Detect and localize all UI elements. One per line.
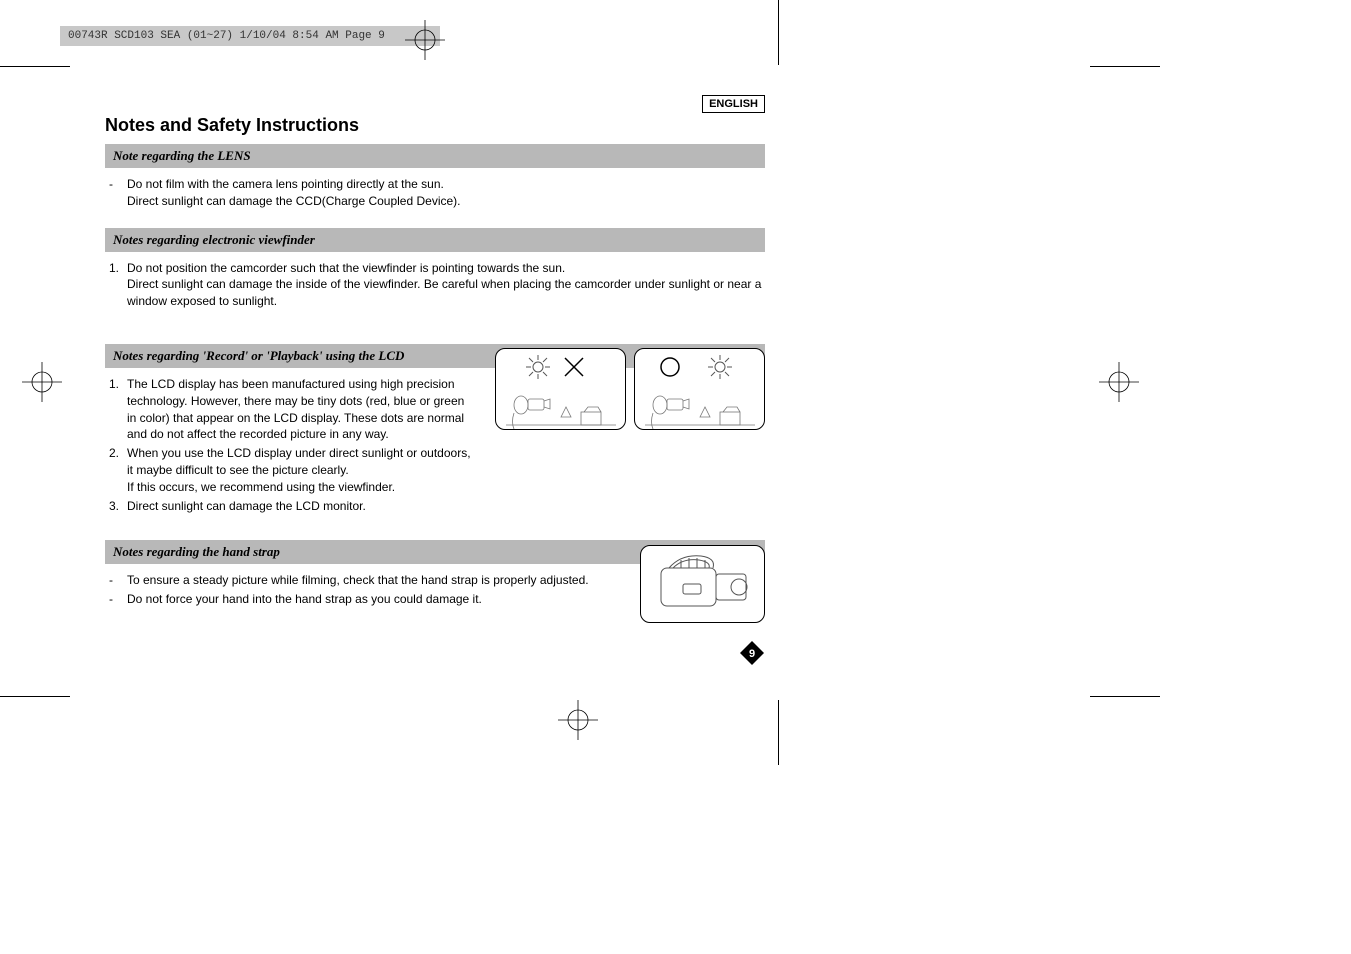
list-marker: 1. <box>109 260 127 310</box>
list-marker: - <box>109 176 127 210</box>
page-number-badge: 9 <box>739 640 765 666</box>
list-marker: 2. <box>109 445 127 495</box>
registration-mark-left <box>22 362 62 407</box>
job-info-text: 00743R SCD103 SEA (01~27) 1/10/04 8:54 A… <box>68 30 385 42</box>
list-text: When you use the LCD display under direc… <box>127 445 475 495</box>
list-text: Do not position the camcorder such that … <box>127 260 765 310</box>
illustration-hand-strap <box>640 545 765 623</box>
section-body-lens: - Do not film with the camera lens point… <box>105 176 765 210</box>
trim-line <box>1090 696 1160 697</box>
page-title: Notes and Safety Instructions <box>105 115 765 136</box>
section-header-viewfinder: Notes regarding electronic viewfinder <box>105 228 765 252</box>
page-content: ENGLISH Notes and Safety Instructions No… <box>105 95 765 626</box>
illustration-correct <box>634 348 765 430</box>
registration-mark-top <box>405 20 445 65</box>
trim-line <box>778 700 779 765</box>
trim-line <box>0 66 70 67</box>
list-marker: - <box>109 591 127 608</box>
list-text: Do not force your hand into the hand str… <box>127 591 482 608</box>
language-text: ENGLISH <box>709 98 758 110</box>
section-body-viewfinder: 1. Do not position the camcorder such th… <box>105 260 765 310</box>
registration-mark-right <box>1099 362 1139 407</box>
list-marker: 1. <box>109 376 127 443</box>
section-body-lcd: 1. The LCD display has been manufactured… <box>105 376 475 514</box>
list-text: The LCD display has been manufactured us… <box>127 376 475 443</box>
trim-line <box>778 0 779 65</box>
registration-mark-bottom <box>558 700 598 745</box>
list-marker: - <box>109 572 127 589</box>
job-info-strip: 00743R SCD103 SEA (01~27) 1/10/04 8:54 A… <box>60 26 440 46</box>
lcd-illustrations <box>495 348 765 430</box>
section-header-lens: Note regarding the LENS <box>105 144 765 168</box>
list-marker: 3. <box>109 498 127 515</box>
illustration-wrong <box>495 348 626 430</box>
trim-line <box>1090 66 1160 67</box>
page-number-text: 9 <box>749 648 755 660</box>
language-label: ENGLISH <box>702 95 765 113</box>
list-text: Do not film with the camera lens pointin… <box>127 176 461 210</box>
list-text: To ensure a steady picture while filming… <box>127 572 589 589</box>
list-text: Direct sunlight can damage the LCD monit… <box>127 498 366 515</box>
trim-line <box>0 696 70 697</box>
